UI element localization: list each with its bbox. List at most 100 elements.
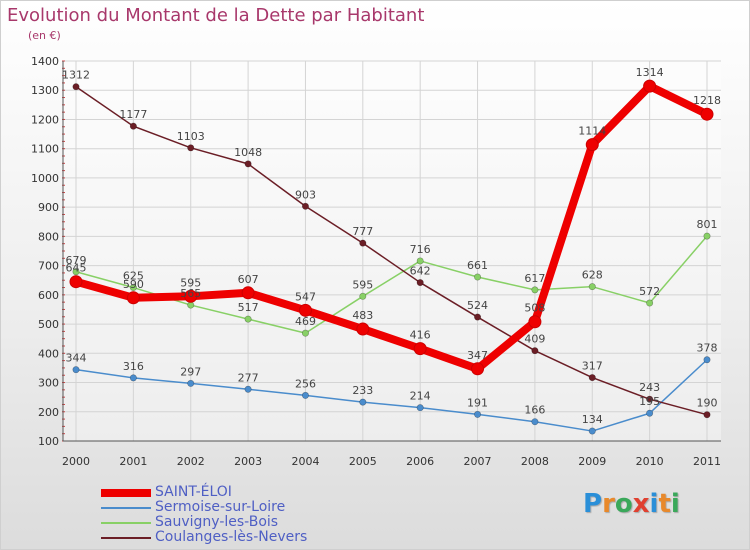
data-point [301,202,309,210]
data-point [129,122,137,130]
data-label: 642 [410,265,431,278]
data-label: 347 [467,349,488,362]
legend: SAINT-ÉLOI Sermoise-sur-Loire Sauvigny-les… [101,485,307,545]
legend-swatch [101,506,151,509]
data-point [359,398,367,406]
logo-letter: x [632,489,650,519]
data-label: 191 [467,396,488,409]
x-tick-label: 2007 [464,455,492,468]
x-tick-label: 2006 [406,455,434,468]
data-point [588,374,596,382]
x-tick-label: 2002 [177,455,205,468]
data-label: 277 [238,371,259,384]
data-point [244,315,252,323]
series-line-0 [72,82,711,373]
data-label: 590 [123,278,144,291]
data-point [474,273,482,281]
y-tick-label: 1000 [31,172,59,185]
legend-item: Sermoise-sur-Loire [101,500,307,515]
legend-swatch [101,536,151,539]
data-label: 378 [697,342,718,355]
y-tick-label: 1400 [31,55,59,68]
data-point [588,283,596,291]
series-line-1 [75,358,708,432]
series-line-3 [75,85,708,416]
data-point [531,286,539,294]
x-tick-label: 2011 [693,455,721,468]
data-point [528,315,542,329]
data-point [413,342,427,356]
chart-title: Evolution du Montant de la Dette par Hab… [7,5,425,26]
data-point [184,289,198,303]
data-label: 661 [467,259,488,272]
x-tick-label: 2001 [119,455,147,468]
data-point [700,107,714,121]
data-label: 1177 [119,108,147,121]
data-label: 195 [639,395,660,408]
data-label: 409 [524,333,545,346]
proxiti-logo: Proxiti [583,489,680,519]
data-point [643,79,657,93]
data-label: 595 [352,278,373,291]
data-label: 524 [467,299,488,312]
data-label: 1218 [693,94,721,107]
data-label: 1312 [62,69,90,82]
data-point [301,391,309,399]
data-label: 777 [352,225,373,238]
data-point [72,366,80,374]
data-point [474,410,482,418]
data-point [298,303,312,317]
y-tick-label: 500 [38,318,59,331]
data-label: 297 [180,365,201,378]
data-point [703,356,711,364]
data-label: 595 [180,276,201,289]
logo-letter: i [670,489,680,519]
data-point [356,322,370,336]
data-label: 508 [524,302,545,315]
data-point [531,347,539,355]
y-tick-label: 200 [38,406,59,419]
data-label: 1103 [177,130,205,143]
data-point [703,232,711,240]
data-label: 565 [180,287,201,300]
data-point [646,409,654,417]
data-point [241,286,255,300]
data-point [416,279,424,287]
data-point [244,385,252,393]
data-point [187,379,195,387]
y-tick-label: 700 [38,260,59,273]
data-point [359,292,367,300]
x-tick-label: 2003 [234,455,262,468]
legend-label: Sermoise-sur-Loire [155,499,286,515]
series-line-2 [75,235,708,334]
data-label: 1114 [578,125,606,138]
data-point [588,427,596,435]
x-tick-label: 2008 [521,455,549,468]
y-tick-label: 1200 [31,113,59,126]
legend-item: SAINT-ÉLOI [101,485,307,500]
y-tick-label: 800 [38,230,59,243]
logo-letter: r [602,489,615,519]
logo-letter: P [583,489,603,519]
legend-swatch [101,521,151,524]
y-tick-label: 100 [38,435,59,448]
data-label: 628 [582,269,603,282]
data-point [531,418,539,426]
data-point [72,83,80,91]
data-point [301,329,309,337]
data-point [416,257,424,265]
data-label: 469 [295,315,316,328]
data-point [359,239,367,247]
data-label: 316 [123,360,144,373]
legend-item: Sauvigny-les-Bois [101,515,307,530]
x-tick-label: 2005 [349,455,377,468]
x-tick-label: 2000 [62,455,90,468]
data-point [129,374,137,382]
data-point [187,301,195,309]
data-label: 233 [352,384,373,397]
data-label: 256 [295,377,316,390]
data-point [244,160,252,168]
data-point [69,275,83,289]
y-tick-label: 300 [38,377,59,390]
